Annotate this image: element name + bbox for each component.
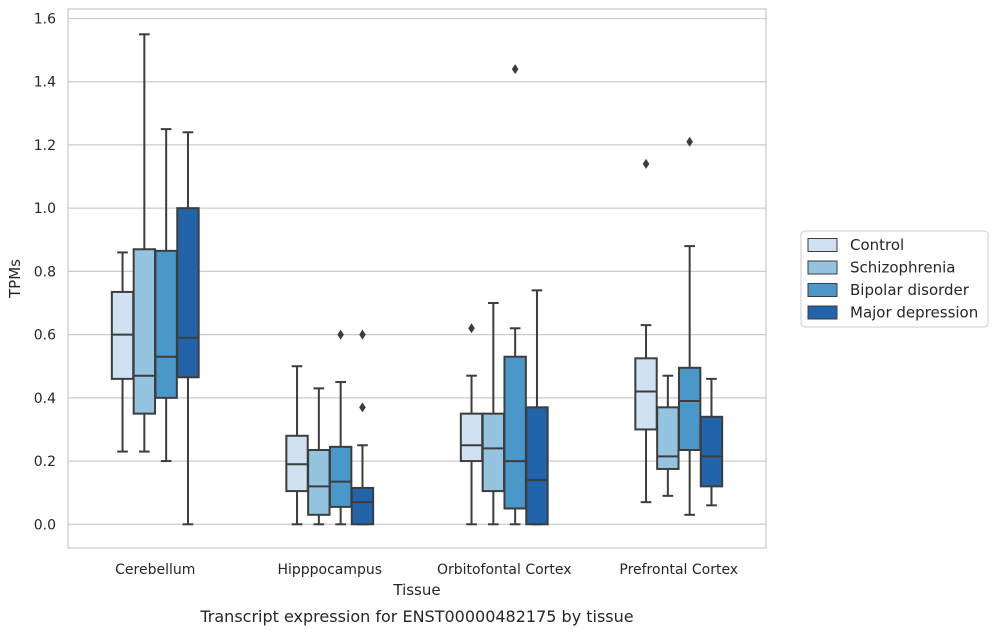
box-iqr — [656, 406, 680, 470]
legend-swatch — [807, 260, 838, 275]
box-3-0 — [634, 158, 658, 504]
box-iqr — [328, 445, 353, 508]
box-iqr — [677, 366, 702, 452]
y-tick-label: 1.2 — [34, 138, 56, 154]
legend: Control Schizophrenia Bipolar disorder Majo… — [800, 230, 989, 328]
x-axis-ticks: Cerebellum Hipppocampus Orbitofontal Corte… — [115, 562, 738, 578]
plot-frame — [67, 8, 767, 549]
box-iqr — [132, 248, 157, 415]
box-2-0 — [459, 323, 484, 526]
legend-label: Major depression — [850, 304, 978, 322]
box-0-1 — [132, 33, 157, 453]
box-iqr — [154, 249, 178, 399]
box-iqr — [176, 207, 200, 379]
box-1-0 — [285, 365, 309, 526]
x-axis-label: Tissue — [392, 581, 440, 599]
box-0-2 — [154, 128, 178, 463]
outlier-point — [511, 64, 519, 75]
y-tick-label: 1.6 — [34, 11, 56, 27]
legend-swatch — [807, 238, 838, 252]
outlier-point — [337, 329, 344, 340]
y-tick-label: 0.2 — [34, 454, 56, 470]
box-iqr — [525, 406, 549, 526]
y-tick-label: 1.0 — [34, 201, 56, 217]
y-tick-label: 1.4 — [34, 75, 56, 91]
box-2-2 — [503, 64, 527, 526]
box-3-1 — [656, 374, 680, 497]
legend-swatch — [807, 283, 838, 297]
box-plot-series — [110, 33, 724, 526]
x-tick-label: Prefrontal Cortex — [619, 562, 738, 578]
y-axis-label: TPMs — [6, 259, 24, 299]
box-iqr — [481, 412, 506, 493]
outlier-point — [359, 402, 366, 413]
box-iqr — [459, 412, 484, 463]
outlier-point — [642, 158, 650, 169]
box-3-2 — [677, 136, 702, 516]
box-iqr — [634, 357, 658, 431]
box-iqr — [699, 415, 724, 488]
box-2-1 — [481, 302, 506, 526]
box-iqr — [307, 449, 331, 516]
y-tick-label: 0.6 — [34, 328, 56, 344]
chart-caption: Transcript expression for ENST0000048217… — [199, 607, 633, 626]
legend-swatch — [807, 305, 838, 320]
box-1-3 — [350, 329, 375, 526]
legend-frame — [800, 230, 989, 328]
y-tick-label: 0.4 — [34, 391, 56, 407]
outlier-point — [359, 329, 366, 340]
box-iqr — [503, 355, 527, 510]
box-0-3 — [176, 131, 200, 526]
box-3-3 — [699, 377, 724, 507]
box-2-3 — [525, 289, 549, 526]
box-iqr — [350, 486, 375, 526]
legend-label: Schizophrenia — [850, 259, 955, 277]
outlier-point — [468, 323, 475, 334]
x-tick-label: Cerebellum — [115, 562, 195, 578]
y-axis-ticks: 0.0 0.2 0.4 0.6 0.8 1.0 1.2 1.4 1.6 — [34, 11, 56, 533]
legend-label: Control — [850, 236, 904, 254]
legend-label: Bipolar disorder — [850, 281, 970, 299]
y-tick-label: 0.8 — [34, 264, 56, 280]
outlier-point — [686, 136, 693, 147]
x-tick-label: Orbitofontal Cortex — [437, 562, 572, 578]
box-0-0 — [110, 251, 135, 453]
box-1-2 — [328, 329, 353, 526]
box-1-1 — [307, 387, 331, 526]
y-tick-label: 0.0 — [34, 517, 56, 533]
x-tick-label: Hipppocampus — [277, 562, 382, 578]
